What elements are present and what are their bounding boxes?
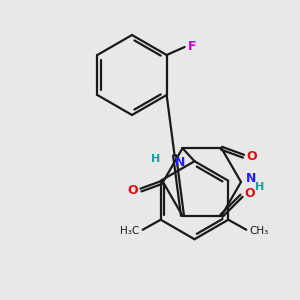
Text: CH₃: CH₃ bbox=[249, 226, 268, 236]
Text: N: N bbox=[175, 156, 186, 169]
Text: H: H bbox=[151, 154, 160, 164]
Text: O: O bbox=[247, 150, 257, 163]
Text: O: O bbox=[128, 184, 138, 196]
Text: O: O bbox=[244, 187, 255, 200]
Text: F: F bbox=[188, 40, 196, 52]
Text: H₃C: H₃C bbox=[121, 226, 140, 236]
Text: H: H bbox=[255, 182, 264, 192]
Text: N: N bbox=[246, 172, 256, 185]
